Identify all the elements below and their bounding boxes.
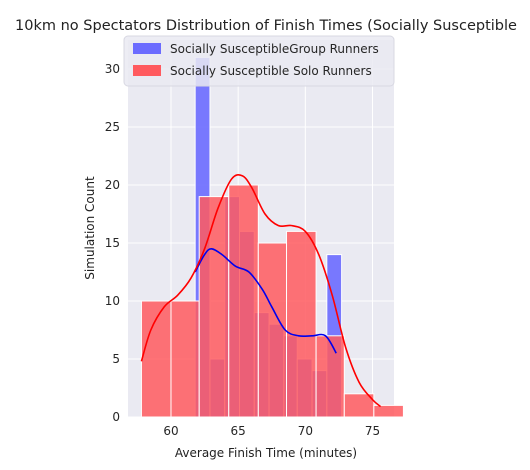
solo-runners-bar (198, 196, 230, 418)
solo-runners-bar (257, 242, 288, 418)
y-tick-label: 15 (105, 236, 120, 250)
x-axis-label: Average Finish Time (minutes) (175, 446, 357, 460)
solo-runners-bar (373, 404, 404, 418)
x-tick-label: 65 (231, 424, 246, 438)
y-tick-label: 10 (105, 294, 120, 308)
solo-runners-bar (170, 300, 200, 418)
y-tick-label: 5 (112, 352, 120, 366)
legend-swatch-solo (133, 65, 161, 76)
solo-runners-bar (315, 335, 345, 418)
group-runners-kde-line (194, 247, 337, 354)
legend: Socially SusceptibleGroup Runners Social… (123, 35, 395, 87)
y-tick-label: 20 (105, 178, 120, 192)
legend-swatch-group (133, 43, 161, 54)
histogram-bars (140, 56, 404, 418)
y-tick-label: 30 (105, 62, 120, 76)
legend-box (123, 35, 395, 87)
chart-title: 10km no Spectators Distribution of Finis… (15, 18, 517, 34)
y-tick-label: 25 (105, 120, 120, 134)
x-tick-label: 75 (365, 424, 380, 438)
legend-label-solo: Socially Susceptible Solo Runners (170, 64, 372, 78)
kde-lines (140, 174, 382, 408)
solo-runners-bar (228, 184, 259, 418)
y-tick-label: 0 (112, 410, 120, 424)
legend-label-group: Socially SusceptibleGroup Runners (170, 42, 379, 56)
solo-runners-kde-line (140, 174, 382, 408)
x-tick-label: 60 (163, 424, 178, 438)
y-axis-ticks: 0 5 10 15 20 25 30 (105, 62, 120, 424)
y-axis-label: Simulation Count (83, 176, 97, 280)
solo-runners-bar (286, 230, 317, 418)
x-axis-ticks: 60 65 70 75 (163, 424, 380, 438)
x-tick-label: 70 (298, 424, 313, 438)
